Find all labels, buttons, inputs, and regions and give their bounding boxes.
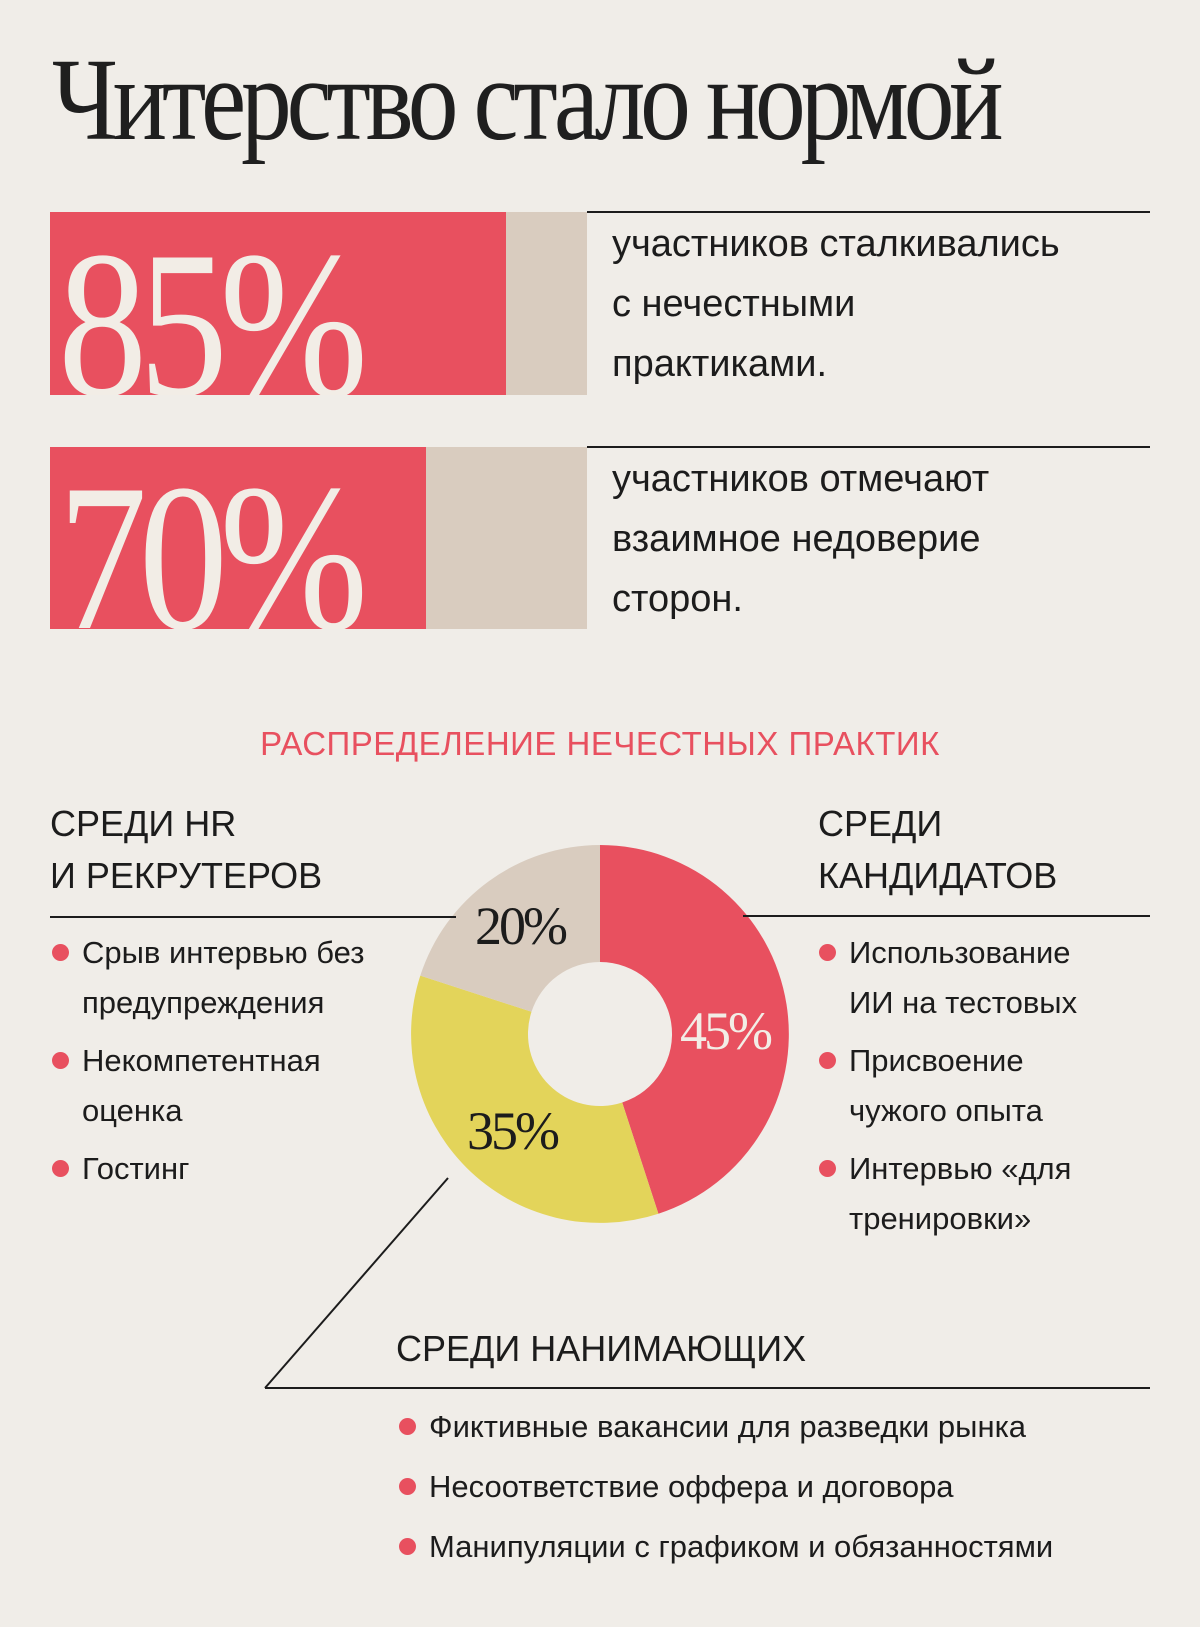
- bullet-dot-icon: [52, 1052, 69, 1069]
- stat-divider-2: [587, 446, 1150, 448]
- candidates-group-title: СРЕДИ КАНДИДАТОВ: [818, 798, 1057, 902]
- stat-line: практиками.: [612, 343, 828, 385]
- list-item: Присвоение чужого опыта: [817, 1036, 1167, 1136]
- donut-segment-employers: [411, 975, 659, 1223]
- stat-line: взаимное недоверие: [612, 518, 981, 560]
- group-title-line: КАНДИДАТОВ: [818, 855, 1058, 896]
- stat-bar-fill-70: 70%: [50, 447, 426, 629]
- list-item: Использование ИИ на тестовых: [817, 928, 1167, 1028]
- list-item: Манипуляции с графиком и обязанностями: [397, 1522, 1053, 1572]
- bullet-dot-icon: [399, 1478, 416, 1495]
- list-item-line: Гостинг: [82, 1151, 190, 1186]
- donut-label-employers: 35%: [467, 1101, 560, 1161]
- list-item-text: Фиктивные вакансии для разведки рынка: [429, 1409, 1027, 1444]
- group-title-line: И РЕКРУТЕРОВ: [50, 855, 323, 896]
- donut-segment-candidates: [600, 845, 789, 1214]
- group-title-line: СРЕДИ: [818, 803, 943, 844]
- list-item: Несоответствие оффера и договора: [397, 1462, 1053, 1512]
- stat-line: участников сталкивались: [612, 223, 1060, 265]
- list-item-text: Манипуляции с графиком и обязанностями: [429, 1529, 1054, 1564]
- bullet-dot-icon: [52, 1160, 69, 1177]
- bullet-dot-icon: [819, 944, 836, 961]
- group-title-line: СРЕДИ HR: [50, 803, 237, 844]
- employers-connector-line: [264, 1177, 449, 1389]
- list-item-line: Использование: [849, 935, 1071, 970]
- list-item-line: предупреждения: [82, 985, 325, 1020]
- donut-segment-hr: [420, 845, 600, 1012]
- stat-line: сторон.: [612, 578, 743, 620]
- list-item-line: оценка: [82, 1093, 183, 1128]
- stat-divider-1: [587, 211, 1150, 213]
- stat-bar-fill-85: 85%: [50, 212, 506, 395]
- list-item-line: тренировки»: [849, 1201, 1032, 1236]
- list-item: Срыв интервью без предупреждения: [50, 928, 420, 1028]
- donut-label-candidates: 45%: [680, 1001, 773, 1061]
- list-item-line: Срыв интервью без: [82, 935, 365, 970]
- page-title: Читерство стало нормой: [52, 34, 1004, 165]
- list-item: Интервью «для тренировки»: [817, 1144, 1167, 1244]
- list-item: Фиктивные вакансии для разведки рынка: [397, 1402, 1053, 1452]
- bullet-dot-icon: [52, 944, 69, 961]
- list-item: Некомпетентная оценка: [50, 1036, 420, 1136]
- employers-group-title: СРЕДИ НАНИМАЮЩИХ: [396, 1328, 807, 1369]
- bullet-dot-icon: [819, 1052, 836, 1069]
- distribution-title: РАСПРЕДЕЛЕНИЕ НЕЧЕСТНЫХ ПРАКТИК: [260, 725, 940, 762]
- employers-practices-list: Фиктивные вакансии для разведки рынка Не…: [397, 1402, 1053, 1582]
- bullet-dot-icon: [399, 1538, 416, 1555]
- stat-value-85: 85%: [58, 212, 368, 395]
- stat-description-2: участников отмечают взаимное недоверие с…: [612, 449, 989, 629]
- donut-label-hr: 20%: [475, 896, 568, 956]
- list-item-text: Несоответствие оффера и договора: [429, 1469, 954, 1504]
- list-item-line: Присвоение: [849, 1043, 1024, 1078]
- list-item: Гостинг: [50, 1144, 420, 1194]
- list-item-line: чужого опыта: [849, 1093, 1043, 1128]
- list-item-line: ИИ на тестовых: [849, 985, 1078, 1020]
- stat-description-1: участников сталкивались с нечестными пра…: [612, 214, 1060, 394]
- stat-value-70: 70%: [58, 447, 368, 629]
- bullet-dot-icon: [399, 1418, 416, 1435]
- stat-line: участников отмечают: [612, 458, 990, 500]
- list-item-line: Некомпетентная: [82, 1043, 321, 1078]
- hr-group-title: СРЕДИ HR И РЕКРУТЕРОВ: [50, 798, 322, 902]
- hr-practices-list: Срыв интервью без предупреждения Некомпе…: [50, 928, 420, 1202]
- list-item-line: Интервью «для: [849, 1151, 1072, 1186]
- bullet-dot-icon: [819, 1160, 836, 1177]
- candidates-practices-list: Использование ИИ на тестовых Присвоение …: [817, 928, 1167, 1252]
- stat-line: с нечестными: [612, 283, 856, 325]
